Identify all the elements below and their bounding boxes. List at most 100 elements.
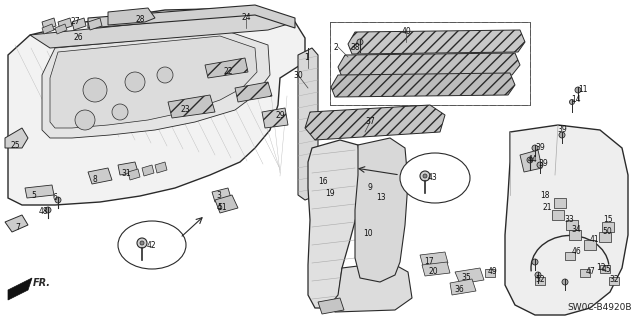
Text: 30: 30 [293, 70, 303, 79]
Circle shape [423, 174, 427, 178]
Text: 17: 17 [424, 256, 434, 265]
Polygon shape [8, 8, 305, 205]
Polygon shape [450, 279, 476, 295]
Polygon shape [338, 53, 520, 77]
Circle shape [157, 67, 173, 83]
Polygon shape [128, 169, 140, 180]
Circle shape [559, 132, 565, 138]
Circle shape [527, 157, 533, 163]
Polygon shape [8, 278, 32, 300]
Polygon shape [215, 195, 238, 213]
Ellipse shape [118, 221, 186, 269]
Text: 15: 15 [603, 216, 613, 225]
Polygon shape [569, 230, 581, 240]
Text: 39: 39 [557, 125, 567, 135]
Polygon shape [599, 232, 611, 242]
Circle shape [562, 279, 568, 285]
Text: 8: 8 [93, 175, 97, 184]
Polygon shape [420, 252, 448, 266]
Polygon shape [168, 95, 215, 118]
Polygon shape [118, 162, 138, 175]
Polygon shape [520, 150, 542, 172]
Text: 13: 13 [376, 194, 386, 203]
Text: SW0C-B4920B: SW0C-B4920B [568, 302, 632, 311]
Circle shape [83, 78, 107, 102]
Polygon shape [155, 162, 167, 173]
Ellipse shape [400, 153, 470, 203]
Polygon shape [262, 108, 288, 128]
Polygon shape [609, 277, 619, 285]
Polygon shape [554, 198, 566, 208]
Text: 28: 28 [135, 16, 145, 25]
Polygon shape [580, 269, 590, 277]
Polygon shape [565, 252, 575, 260]
Text: FR.: FR. [33, 278, 51, 288]
Text: 11: 11 [579, 85, 588, 94]
Circle shape [535, 272, 541, 278]
Text: 19: 19 [325, 189, 335, 197]
Polygon shape [305, 105, 445, 140]
Circle shape [125, 72, 145, 92]
Text: 40: 40 [401, 27, 411, 36]
Text: 42: 42 [146, 241, 156, 249]
Circle shape [570, 100, 575, 105]
Text: 45: 45 [602, 265, 612, 275]
Polygon shape [330, 262, 412, 312]
Text: 33: 33 [564, 214, 574, 224]
Text: 3: 3 [216, 191, 221, 201]
Polygon shape [205, 58, 248, 78]
Polygon shape [455, 268, 484, 284]
Text: 41: 41 [589, 235, 599, 244]
Text: 5: 5 [31, 190, 36, 199]
Polygon shape [25, 185, 54, 198]
Text: 4: 4 [216, 203, 221, 211]
Text: 27: 27 [70, 18, 80, 26]
Text: 51: 51 [217, 204, 227, 212]
Text: 24: 24 [241, 13, 251, 23]
Text: 44: 44 [528, 155, 538, 165]
Circle shape [112, 104, 128, 120]
Polygon shape [566, 220, 578, 230]
Text: 39: 39 [538, 159, 548, 167]
Polygon shape [584, 240, 596, 250]
Text: 49: 49 [488, 266, 498, 276]
Text: 6: 6 [52, 192, 58, 202]
Polygon shape [235, 82, 272, 102]
Text: 22: 22 [223, 66, 233, 76]
Text: 29: 29 [275, 110, 285, 120]
Text: 52: 52 [535, 275, 545, 284]
Polygon shape [298, 48, 318, 200]
Circle shape [55, 197, 61, 203]
Polygon shape [42, 18, 56, 30]
Polygon shape [42, 24, 54, 34]
Polygon shape [50, 36, 257, 128]
Text: 43: 43 [427, 173, 437, 182]
Polygon shape [212, 188, 231, 202]
Polygon shape [108, 8, 155, 25]
Text: 25: 25 [10, 140, 20, 150]
Text: 21: 21 [542, 204, 552, 212]
Polygon shape [58, 18, 72, 30]
Text: 16: 16 [318, 177, 328, 187]
Text: 48: 48 [38, 206, 48, 216]
Polygon shape [308, 140, 362, 308]
Circle shape [532, 259, 538, 265]
Circle shape [357, 39, 363, 45]
Text: 12: 12 [596, 263, 605, 271]
Circle shape [575, 87, 581, 93]
Text: 37: 37 [365, 117, 375, 127]
Text: 32: 32 [609, 276, 619, 285]
Polygon shape [42, 32, 270, 138]
Text: 39: 39 [535, 143, 545, 152]
Polygon shape [5, 215, 28, 232]
Polygon shape [602, 222, 614, 232]
Text: 7: 7 [15, 224, 20, 233]
Text: 34: 34 [571, 225, 581, 234]
Text: 50: 50 [602, 227, 612, 236]
Polygon shape [30, 12, 295, 48]
Polygon shape [600, 265, 610, 273]
Polygon shape [88, 18, 102, 30]
Polygon shape [142, 165, 154, 176]
Text: 36: 36 [454, 285, 464, 293]
Text: 18: 18 [540, 191, 550, 201]
